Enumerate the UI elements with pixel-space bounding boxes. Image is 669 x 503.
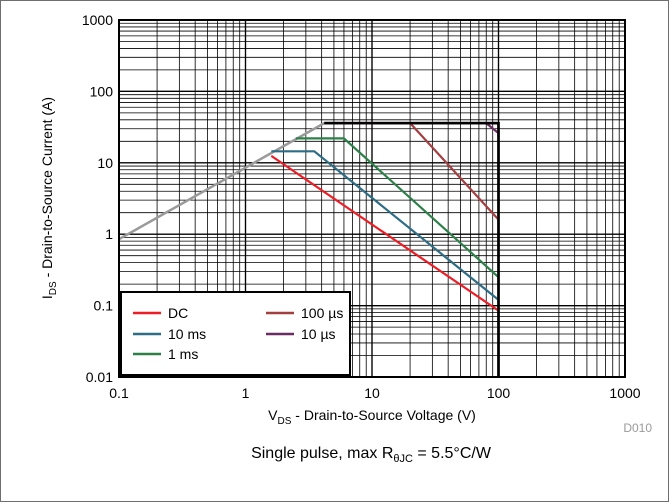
x-tick-label: 100 — [487, 385, 511, 401]
y-axis-label: IDS - Drain-to-Source Current (A) — [39, 97, 59, 299]
y-tick-label: 100 — [90, 83, 114, 99]
y-tick-label: 0.1 — [94, 298, 114, 314]
legend-label: 10 ms — [168, 326, 206, 342]
y-tick-labels: 0.01 0.1 1 10 100 1000 — [82, 12, 113, 385]
series-lines — [270, 121, 500, 377]
x-axis-label: VDS - Drain-to-Source Voltage (V) — [268, 407, 476, 427]
y-tick-label: 1000 — [82, 12, 113, 28]
series-line-2 — [295, 137, 500, 279]
legend-label: 10 µs — [301, 326, 336, 342]
legend-label: 100 µs — [301, 305, 343, 321]
legend: DC 10 ms 1 ms 100 µs 10 µs — [120, 291, 351, 376]
legend-label: DC — [168, 305, 188, 321]
figure-caption: Single pulse, max RθJC = 5.5°C/W — [251, 445, 492, 465]
x-tick-label: 0.1 — [109, 385, 129, 401]
figure-id: D010 — [623, 421, 652, 435]
x-tick-label: 1000 — [609, 385, 640, 401]
x-tick-label: 10 — [364, 385, 380, 401]
y-tick-label: 1 — [105, 226, 113, 242]
y-tick-label: 0.01 — [86, 369, 113, 385]
limit-line-rds-on-limit — [118, 122, 325, 241]
x-tick-labels: 0.1 1 10 100 1000 — [109, 385, 641, 401]
series-line-0 — [270, 154, 500, 312]
plot-border — [118, 19, 626, 378]
x-tick-label: 1 — [242, 385, 250, 401]
legend-label: 1 ms — [168, 346, 198, 362]
series-line-1 — [271, 150, 500, 301]
limit-line-boundary-top — [324, 121, 500, 377]
y-tick-label: 10 — [97, 155, 113, 171]
